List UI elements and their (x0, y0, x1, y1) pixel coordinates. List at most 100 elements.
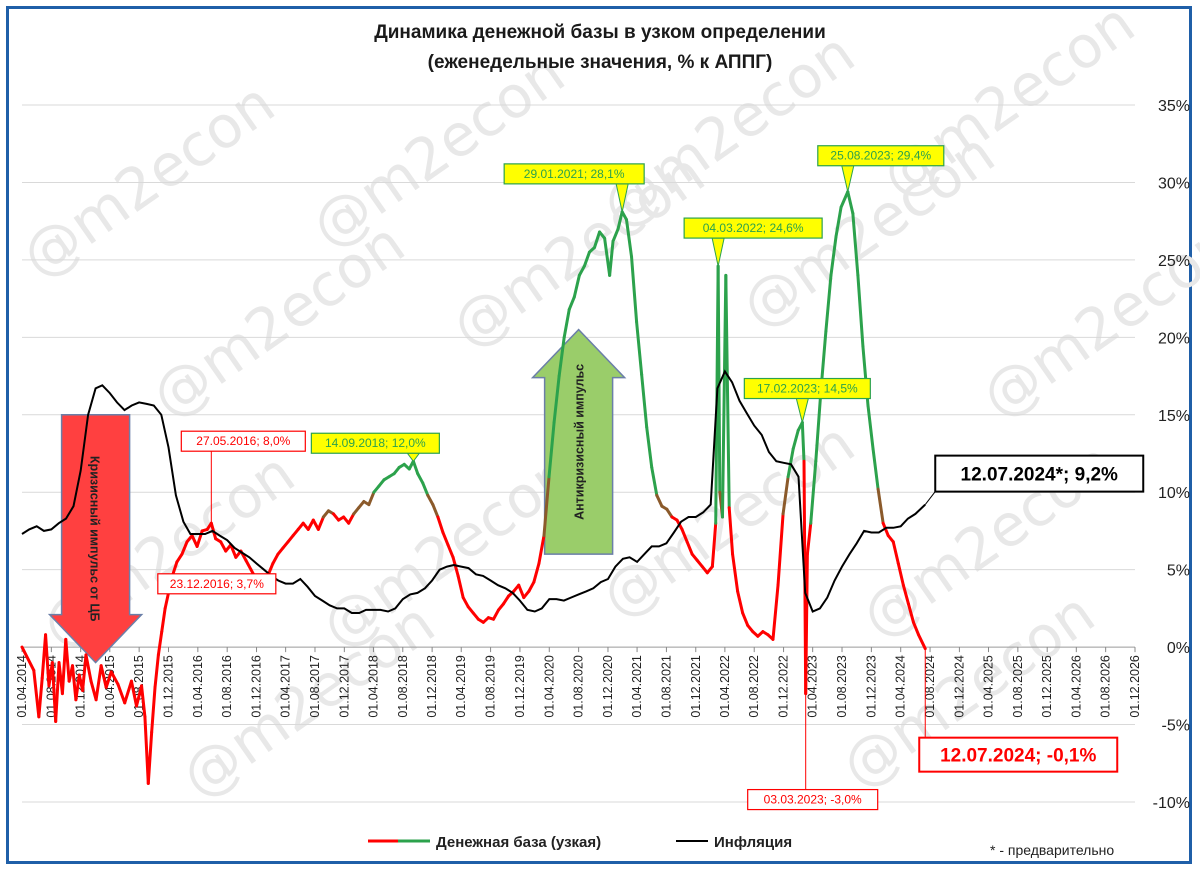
x-tick-label: 01.12.2023 (864, 655, 878, 718)
y-tick-label: 10% (1158, 485, 1190, 502)
money-base-segment (727, 506, 735, 556)
callout-pointer (711, 237, 725, 267)
money-base-segment (771, 583, 780, 641)
money-base-segment (917, 633, 927, 651)
x-tick-label: 01.12.2019 (513, 655, 527, 718)
footnote: * - предварительно (990, 842, 1114, 858)
money-base-segment (911, 620, 921, 637)
money-base-segment (537, 534, 546, 565)
money-base-segment (436, 515, 445, 534)
money-base-segment (781, 475, 790, 516)
money-base-segment (814, 390, 823, 463)
callout-label: 17.02.2023; 14,5% (757, 382, 858, 396)
watermark-text: @m2econ (139, 209, 417, 432)
money-base-segment (175, 552, 184, 564)
money-base-segment (116, 682, 127, 705)
money-base-segment (532, 561, 541, 584)
y-tick-label: 5% (1167, 563, 1190, 580)
x-tick-label: 01.12.2016 (250, 655, 264, 718)
money-base-segment (316, 515, 325, 531)
money-base-segment (81, 653, 88, 692)
money-base-segment (776, 512, 785, 587)
y-tick-label: -5% (1162, 718, 1190, 735)
x-tick-label: 01.08.2024 (923, 655, 937, 718)
money-base-segment (37, 676, 44, 719)
money-base-segment (84, 653, 93, 683)
money-base-segment (851, 211, 860, 277)
x-tick-label: 01.12.2022 (777, 655, 791, 718)
money-base-segment (846, 190, 855, 215)
money-base-segment (347, 512, 356, 525)
money-base-segment (791, 428, 800, 451)
money-base-segment (645, 425, 654, 469)
legend-label-money-base: Денежная база (узкая) (436, 834, 601, 851)
money-base-segment (104, 670, 113, 689)
callout-pointer (795, 398, 809, 423)
money-base-segment (630, 255, 639, 324)
money-base-segment (834, 205, 843, 239)
x-tick-label: 01.08.2026 (1099, 655, 1113, 718)
money-base-segment (635, 320, 644, 377)
money-base-segment (824, 273, 833, 333)
callout-box (310, 432, 440, 454)
money-base-segment (804, 552, 809, 696)
money-base-segment (616, 210, 624, 231)
x-tick-label: 01.12.2024 (952, 655, 966, 718)
x-tick-label: 01.04.2023 (806, 655, 820, 718)
money-base-segment (871, 447, 880, 491)
chart-subtitle: (еженедельные значения, % к АППГ) (428, 52, 773, 73)
gridlines (22, 104, 1135, 803)
x-tick-label: 01.08.2025 (1011, 655, 1025, 718)
money-base-segment (611, 227, 620, 243)
money-base-segment (140, 684, 147, 719)
money-base-segment (786, 447, 795, 479)
money-base-segment (655, 493, 664, 508)
money-base-segment (109, 670, 120, 686)
money-base-segment (582, 250, 591, 268)
money-base-segment (680, 527, 689, 544)
callout-pointer (841, 165, 855, 192)
money-base-segment (517, 583, 526, 600)
money-base-segment (426, 493, 435, 507)
callout-label: 23.12.2016; 3,7% (170, 577, 264, 591)
money-base-segment (567, 295, 576, 311)
callout-leader (924, 491, 936, 505)
x-tick-label: 01.12.2018 (425, 655, 439, 718)
series-layer (20, 190, 927, 785)
x-tick-label: 01.04.2024 (894, 655, 908, 718)
x-tick-label: 01.08.2017 (308, 655, 322, 718)
x-tick-label: 01.04.2016 (191, 655, 205, 718)
money-base-segment (881, 521, 890, 538)
money-base-segment (153, 653, 160, 689)
callout-box (934, 454, 1145, 493)
money-base-segment (805, 521, 813, 556)
money-base-segment (557, 335, 566, 378)
callout-box (180, 430, 306, 452)
money-base-segment (219, 540, 228, 553)
money-base-segment (491, 608, 501, 621)
money-base-segment (577, 264, 586, 277)
x-tick-label: 01.12.2025 (1040, 655, 1054, 718)
x-axis-ticks: 01.04.201401.08.201401.12.201401.04.2015… (15, 647, 1142, 718)
callout-box (817, 145, 945, 167)
money-base-segment (150, 685, 157, 734)
money-base-segment (839, 190, 850, 209)
money-base-segment (64, 637, 71, 683)
money-base-segment (876, 487, 885, 525)
callout-box (747, 788, 879, 811)
callout-label: 12.07.2024*; 9,2% (961, 465, 1119, 486)
money-base-segment (741, 611, 750, 627)
money-base-segment (244, 558, 253, 572)
money-base-segment (710, 521, 718, 569)
callout-pointer (406, 452, 421, 463)
x-tick-label: 01.08.2022 (747, 655, 761, 718)
money-base-segment (685, 540, 694, 556)
callout-label: 03.03.2023; -3,0% (764, 793, 862, 807)
x-tick-label: 01.04.2025 (982, 655, 996, 718)
money-base-segment (856, 273, 865, 349)
annotation-layer: 14.09.2018; 12,0% 29.01.2021; 28,1% 04.03.… (157, 145, 1145, 811)
watermark-text: @m2econ (969, 209, 1200, 432)
callout-label: 12.07.2024; -0,1% (940, 746, 1096, 767)
money-base-segment (896, 561, 905, 587)
